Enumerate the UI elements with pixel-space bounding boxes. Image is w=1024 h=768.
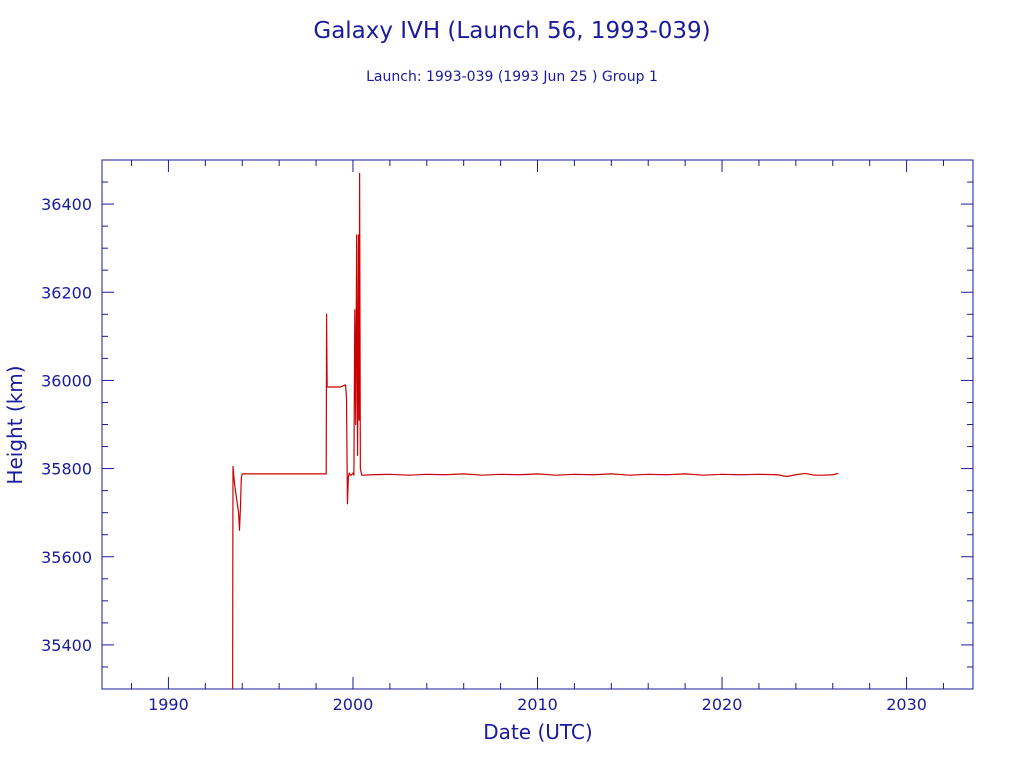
x-tick-labels: 1990 2000 2010 2020 2030 — [148, 695, 927, 714]
y-tick-labels: 35400 35600 35800 36000 36200 36400 — [41, 195, 92, 655]
major-ticks — [102, 160, 973, 689]
minor-ticks — [102, 159, 973, 690]
chart-subtitle: Launch: 1993-039 (1993 Jun 25 ) Group 1 — [366, 69, 658, 85]
chart-title: Galaxy IVH (Launch 56, 1993-039) — [313, 18, 710, 44]
y-tick-label: 36200 — [41, 283, 92, 302]
x-tick-label: 1990 — [148, 695, 189, 714]
y-tick-label: 35600 — [41, 548, 92, 567]
x-tick-label: 2000 — [333, 695, 374, 714]
x-tick-label: 2020 — [702, 695, 743, 714]
y-tick-label: 36000 — [41, 371, 92, 390]
x-tick-label: 2030 — [886, 695, 927, 714]
series-line — [232, 172, 839, 689]
y-tick-label: 35800 — [41, 460, 92, 479]
x-axis-label: Date (UTC) — [483, 720, 592, 744]
x-tick-label: 2010 — [517, 695, 558, 714]
y-axis-label: Height (km) — [3, 365, 27, 484]
series-layer — [232, 172, 839, 689]
y-tick-label: 35400 — [41, 636, 92, 655]
y-tick-label: 36400 — [41, 195, 92, 214]
